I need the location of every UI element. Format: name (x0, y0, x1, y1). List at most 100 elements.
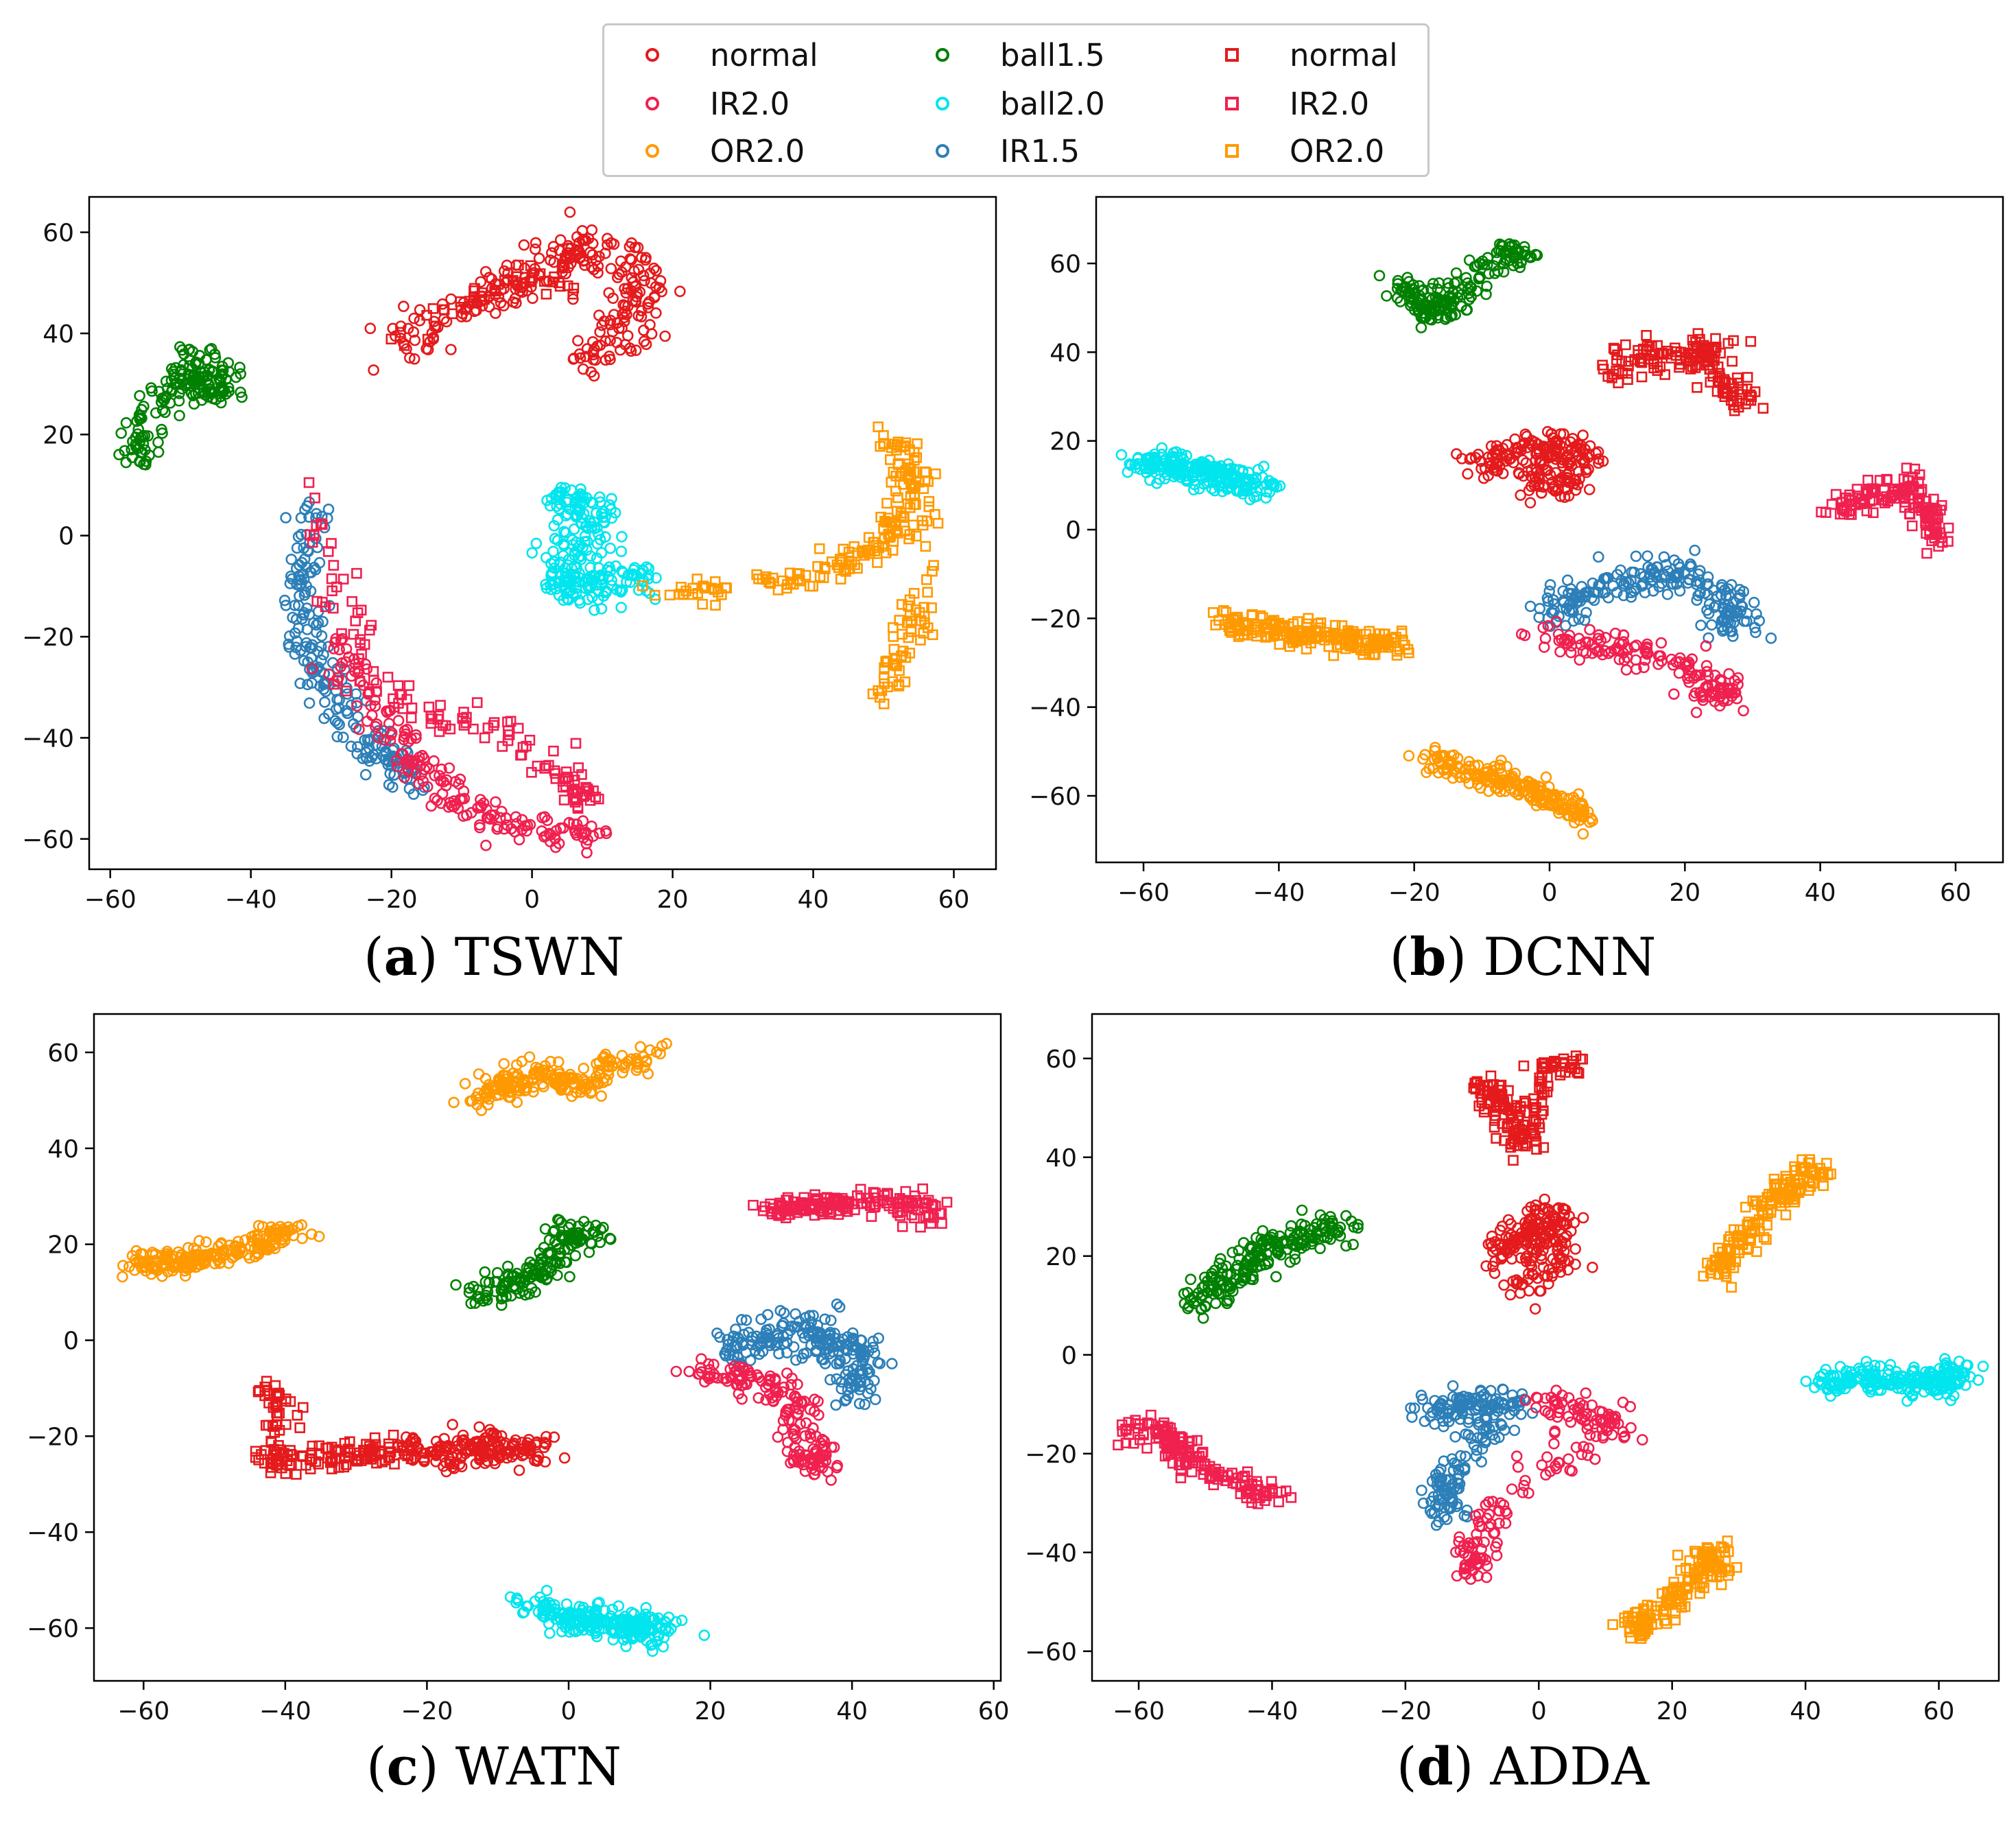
point-normal (604, 318, 617, 331)
square-marker-icon (1218, 137, 1246, 165)
point-IR1.5 (744, 1354, 757, 1367)
point-normal (617, 299, 630, 311)
point-IR2.0 (521, 825, 533, 837)
panel-b-frame (1095, 196, 2004, 864)
point-normal (600, 354, 612, 366)
point-IR1.5 (333, 719, 346, 731)
point-ball1.5 (235, 368, 247, 380)
circle-marker-icon (929, 41, 956, 69)
point-normal (1583, 484, 1596, 495)
point-IR1.5 (278, 594, 291, 606)
point-ball2.0 (640, 1602, 652, 1614)
point-ball1.5 (115, 427, 127, 439)
point-IR1.5 (1706, 619, 1718, 631)
square-point-normal (499, 275, 510, 286)
point-normal (642, 302, 654, 314)
point-ball1.5 (182, 368, 194, 380)
square-point-OR2.0 (897, 628, 908, 640)
point-OR2.0 (117, 1260, 129, 1271)
y-tick-label: −40 (27, 1519, 79, 1547)
square-point-OR2.0 (872, 557, 883, 568)
point-IR1.5 (280, 512, 292, 523)
point-ball1.5 (187, 370, 200, 383)
point-IR2.0 (683, 1365, 696, 1378)
point-ball1.5 (188, 398, 200, 410)
square-point-normal (455, 301, 466, 313)
y-tick-label: 60 (1049, 250, 1081, 279)
point-IR1.5 (280, 600, 292, 611)
square-point-normal (395, 327, 406, 338)
point-normal (610, 336, 623, 349)
point-IR2.0 (335, 661, 347, 673)
x-tick-label: 0 (1542, 879, 1558, 907)
point-IR1.5 (296, 613, 308, 625)
square-point-normal (1757, 403, 1769, 414)
point-IR1.5 (825, 1315, 837, 1326)
point-IR1.5 (322, 503, 335, 515)
point-IR1.5 (290, 641, 302, 653)
point-ball1.5 (207, 392, 219, 405)
point-normal (616, 266, 628, 278)
point-IR1.5 (342, 688, 353, 700)
square-point-normal (510, 271, 522, 283)
point-IR1.5 (319, 696, 331, 708)
point-IR1.5 (307, 667, 318, 679)
x-tick-label: 40 (836, 1697, 868, 1725)
y-tick-label: 60 (47, 1039, 79, 1068)
square-point-IR2.0 (526, 767, 537, 778)
point-ball1.5 (160, 375, 172, 388)
square-point-IR2.0 (303, 477, 315, 488)
point-ball2.0 (526, 547, 538, 559)
point-ball1.5 (142, 430, 154, 442)
point-normal (618, 316, 630, 327)
point-IR1.5 (352, 711, 364, 723)
point-ball1.5 (158, 394, 170, 406)
square-point-normal (1710, 333, 1721, 344)
point-normal (414, 304, 426, 316)
point-IR2.0 (378, 733, 390, 746)
point-normal (584, 246, 596, 259)
square-point-normal (281, 1419, 292, 1430)
point-IR1.5 (316, 510, 328, 523)
point-IR2.0 (480, 839, 492, 851)
square-point-IR2.0 (403, 680, 415, 692)
point-normal (422, 344, 434, 355)
point-IR2.0 (475, 799, 487, 812)
point-normal (558, 1452, 571, 1464)
x-tick-label: 60 (938, 886, 970, 914)
square-point-normal (464, 296, 475, 307)
y-tick-label: 0 (63, 1328, 79, 1356)
point-IR1.5 (298, 542, 310, 554)
point-normal (632, 241, 644, 254)
point-normal (530, 237, 542, 249)
point-IR1.5 (317, 615, 329, 628)
point-IR2.0 (513, 834, 525, 846)
point-normal (408, 312, 420, 325)
point-normal (497, 300, 510, 311)
square-point-IR2.0 (479, 732, 490, 744)
point-IR2.0 (1738, 705, 1749, 717)
point-normal (447, 1419, 459, 1430)
point-IR1.5 (363, 742, 375, 755)
square-point-normal (475, 291, 486, 302)
square-point-normal (568, 283, 580, 294)
point-ball1.5 (180, 379, 191, 392)
legend-item: IR1.5 (929, 130, 1080, 172)
point-ball1.5 (152, 446, 165, 458)
square-point-OR2.0 (920, 541, 932, 552)
x-tick-label: 60 (978, 1697, 1010, 1725)
y-tick-label: −60 (27, 1615, 79, 1643)
legend-label: IR2.0 (710, 85, 790, 122)
point-normal (640, 338, 652, 351)
point-ball1.5 (176, 344, 189, 356)
point-ball2.0 (1115, 449, 1128, 461)
point-IR2.0 (1668, 688, 1680, 700)
point-ball1.5 (479, 1266, 491, 1278)
point-normal (586, 224, 598, 236)
point-ball2.0 (616, 530, 628, 543)
point-normal (639, 254, 652, 266)
square-point-normal (513, 259, 524, 271)
point-ball2.0 (657, 1641, 669, 1653)
square-point-OR2.0 (873, 421, 884, 433)
